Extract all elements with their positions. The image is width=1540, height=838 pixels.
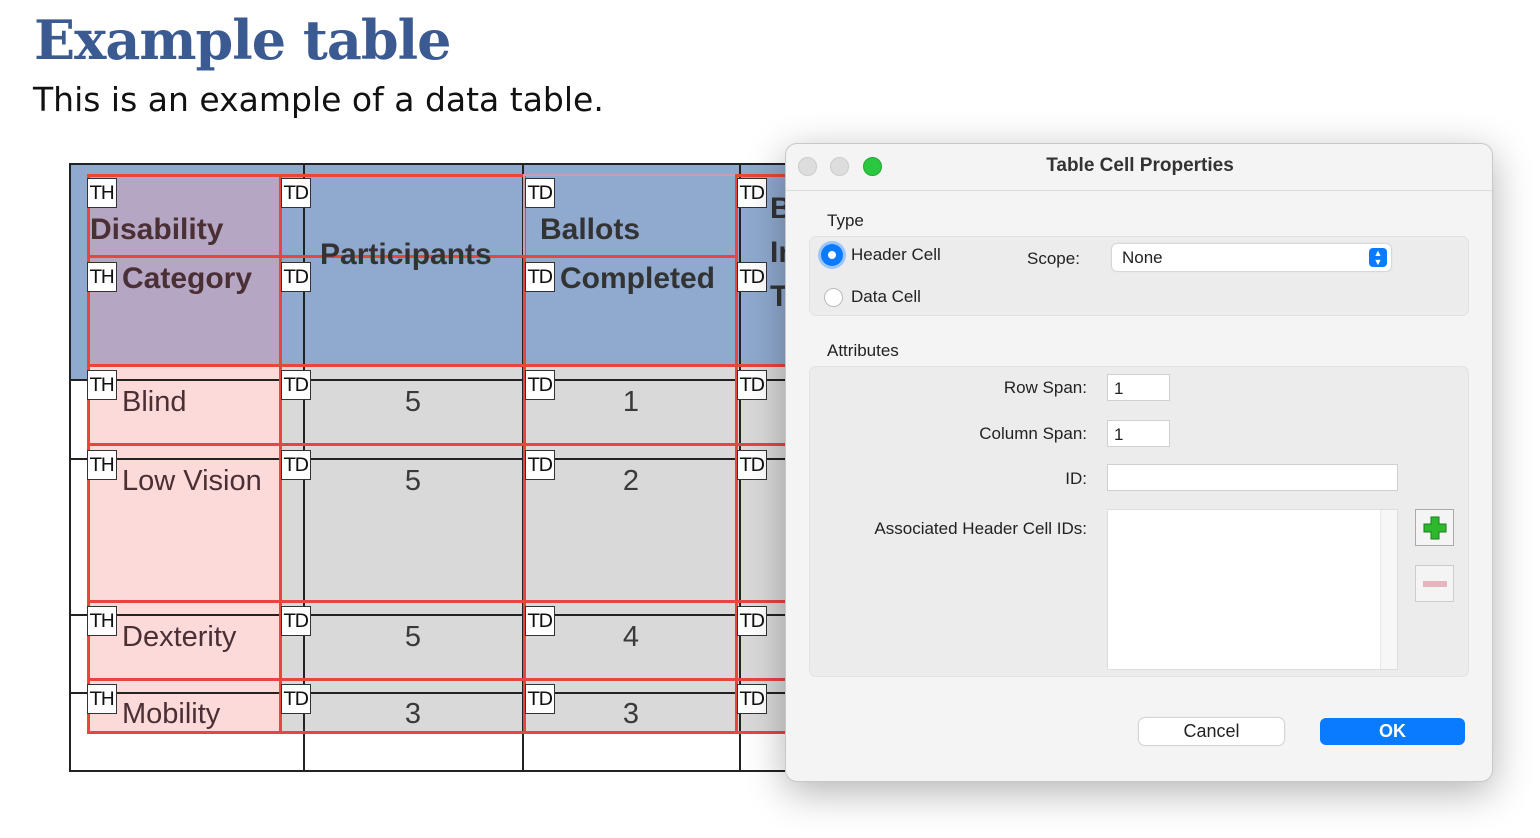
th-tag: TH xyxy=(87,178,117,208)
th-body-overlay xyxy=(87,364,279,732)
header-cell-radio[interactable] xyxy=(821,244,843,266)
ok-button[interactable]: OK xyxy=(1320,718,1465,745)
td-tag: TD xyxy=(525,262,555,292)
remove-header-id-button[interactable] xyxy=(1415,565,1454,602)
td-tag: TD xyxy=(737,684,767,714)
td-tag: TD xyxy=(525,684,555,714)
header-ballots: Ballots xyxy=(540,213,641,246)
col-outline xyxy=(735,364,738,734)
scope-label: Scope: xyxy=(1027,249,1080,268)
zoom-button[interactable] xyxy=(863,157,882,176)
cell-participants: 5 xyxy=(404,621,422,653)
column-span-field[interactable]: 1 xyxy=(1107,420,1170,447)
td-tag: TD xyxy=(737,178,767,208)
table-cell-properties-dialog: Table Cell Properties Type Header Cell D… xyxy=(785,143,1493,782)
grid-line xyxy=(70,770,785,772)
cell-completed: 1 xyxy=(622,386,640,418)
td-tag: TD xyxy=(525,450,555,480)
associated-ids-list[interactable] xyxy=(1107,509,1398,670)
header-category: Category xyxy=(122,262,253,295)
data-table: Disability Category Participants Ballots… xyxy=(69,163,785,772)
header-disability: Disability xyxy=(90,213,224,246)
grid-line xyxy=(70,692,785,694)
th-tag: TH xyxy=(87,450,117,480)
th-tag: TH xyxy=(87,262,117,292)
row-span-label: Row Span: xyxy=(1003,378,1087,397)
td-tag: TD xyxy=(525,178,555,208)
header-col4-line1: Ba xyxy=(770,192,785,225)
td-tag: TD xyxy=(281,684,311,714)
col-outline xyxy=(279,364,282,734)
data-cell-radio[interactable] xyxy=(824,288,843,307)
attributes-label: Attributes xyxy=(827,341,899,360)
type-group: Header Cell Data Cell Scope: None ▲ ▼ xyxy=(809,236,1469,316)
scope-value: None xyxy=(1122,248,1163,267)
attributes-group: Row Span: 1 Column Span: 1 ID: Associate… xyxy=(809,366,1469,677)
dialog-title: Table Cell Properties xyxy=(1046,155,1234,176)
header-participants: Participants xyxy=(320,238,492,271)
cell-completed: 2 xyxy=(622,465,640,497)
th-tag: TH xyxy=(87,370,117,400)
header-col4-line2: In xyxy=(770,236,785,269)
data-cell-label[interactable]: Data Cell xyxy=(851,287,921,306)
id-label: ID: xyxy=(1065,469,1087,488)
cell-participants: 3 xyxy=(404,698,422,730)
plus-icon xyxy=(1423,516,1446,539)
title-bar: Table Cell Properties xyxy=(786,144,1492,191)
grid-line xyxy=(70,458,785,460)
td-tag: TD xyxy=(281,262,311,292)
associated-ids-label: Associated Header Cell IDs: xyxy=(874,519,1087,538)
header-col4-line3: Te xyxy=(770,280,785,313)
th-tag: TH xyxy=(87,606,117,636)
minimize-button[interactable] xyxy=(830,157,849,176)
cell-outline xyxy=(279,255,526,258)
td-body-overlay xyxy=(279,364,785,732)
column-span-label: Column Span: xyxy=(979,424,1087,443)
th-tag: TH xyxy=(87,684,117,714)
row-label: Blind xyxy=(122,386,187,418)
td-tag: TD xyxy=(525,606,555,636)
td-tag: TD xyxy=(737,450,767,480)
add-header-id-button[interactable] xyxy=(1415,509,1454,546)
type-label: Type xyxy=(827,211,864,230)
col-outline xyxy=(523,364,526,734)
td-tag: TD xyxy=(737,370,767,400)
row-label: Low Vision xyxy=(122,465,262,497)
row-span-field[interactable]: 1 xyxy=(1107,374,1170,401)
td-tag: TD xyxy=(737,606,767,636)
cell-completed: 3 xyxy=(622,698,640,730)
grid-line xyxy=(70,163,785,165)
cancel-button[interactable]: Cancel xyxy=(1139,718,1284,745)
header-completed: Completed xyxy=(560,262,716,295)
td-tag: TD xyxy=(281,606,311,636)
minus-icon xyxy=(1422,580,1447,587)
page-subtitle: This is an example of a data table. xyxy=(33,80,604,119)
chevron-updown-icon: ▲ ▼ xyxy=(1369,248,1387,267)
row-label: Dexterity xyxy=(122,621,237,653)
grid-line xyxy=(69,163,71,772)
page-title: Example table xyxy=(34,8,451,72)
cell-participants: 5 xyxy=(404,386,422,418)
header-cell-label[interactable]: Header Cell xyxy=(851,245,941,264)
scope-select[interactable]: None ▲ ▼ xyxy=(1112,244,1391,271)
grid-line xyxy=(70,379,785,381)
list-scrollbar[interactable] xyxy=(1380,510,1397,669)
cell-completed: 4 xyxy=(622,621,640,653)
row-label: Mobility xyxy=(122,698,221,730)
td-tag: TD xyxy=(737,262,767,292)
td-tag: TD xyxy=(281,370,311,400)
grid-line xyxy=(70,614,785,616)
th-overlay xyxy=(87,175,279,364)
cell-participants: 5 xyxy=(404,465,422,497)
td-tag: TD xyxy=(281,178,311,208)
close-button[interactable] xyxy=(798,157,817,176)
td-tag: TD xyxy=(281,450,311,480)
id-field[interactable] xyxy=(1107,464,1398,491)
td-tag: TD xyxy=(525,370,555,400)
